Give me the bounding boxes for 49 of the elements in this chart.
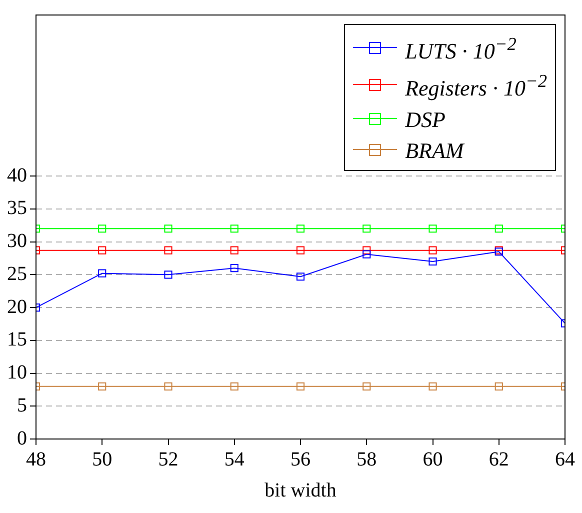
point	[494, 382, 503, 390]
x-tick-label: 52	[158, 448, 178, 470]
point	[230, 264, 238, 272]
x-tick-label: 54	[224, 448, 244, 470]
point	[296, 272, 305, 281]
y-tick-label: 30	[7, 230, 27, 252]
y-tick-label: 10	[7, 362, 27, 384]
point	[296, 224, 305, 233]
legend-label: BRAM	[405, 136, 466, 165]
y-tick-label: 35	[7, 197, 27, 220]
y-tick-label: 20	[7, 296, 27, 318]
x-tick-label: 64	[555, 448, 575, 470]
y-tick-label: 0	[17, 427, 27, 450]
point	[428, 246, 437, 254]
x-tick-label: 62	[488, 448, 509, 470]
y-tick-label: 40	[7, 164, 27, 186]
point	[98, 246, 106, 254]
point	[494, 224, 503, 233]
x-axis-title: bit width	[264, 479, 336, 502]
x-tick-label: 50	[92, 448, 112, 470]
point	[428, 257, 437, 266]
legend-label: Registers · 10$^{−2}$	[405, 70, 547, 103]
point	[164, 270, 172, 279]
point	[98, 224, 106, 233]
point	[164, 224, 172, 233]
y-tick-label: 5	[17, 394, 27, 416]
legend-label: LUTS · 10$^{−2}$	[405, 33, 518, 66]
point	[230, 224, 238, 233]
point	[362, 382, 371, 390]
x-tick-label: 58	[356, 448, 377, 470]
x-tick-label: 60	[422, 448, 443, 470]
point	[230, 382, 238, 390]
point	[362, 250, 371, 258]
point	[428, 224, 437, 233]
point	[362, 224, 371, 233]
point	[98, 269, 106, 278]
point	[296, 382, 305, 390]
x-tick-label: 48	[26, 448, 46, 470]
x-tick-label: 56	[290, 448, 310, 470]
y-tick-label: 15	[7, 328, 27, 351]
point	[230, 246, 238, 254]
point	[164, 246, 172, 254]
point	[362, 246, 371, 254]
y-tick-label: 25	[7, 262, 27, 285]
point	[98, 382, 106, 390]
point	[164, 382, 172, 390]
point	[296, 246, 305, 254]
point	[428, 382, 437, 390]
legend-label: DSP	[405, 106, 446, 134]
